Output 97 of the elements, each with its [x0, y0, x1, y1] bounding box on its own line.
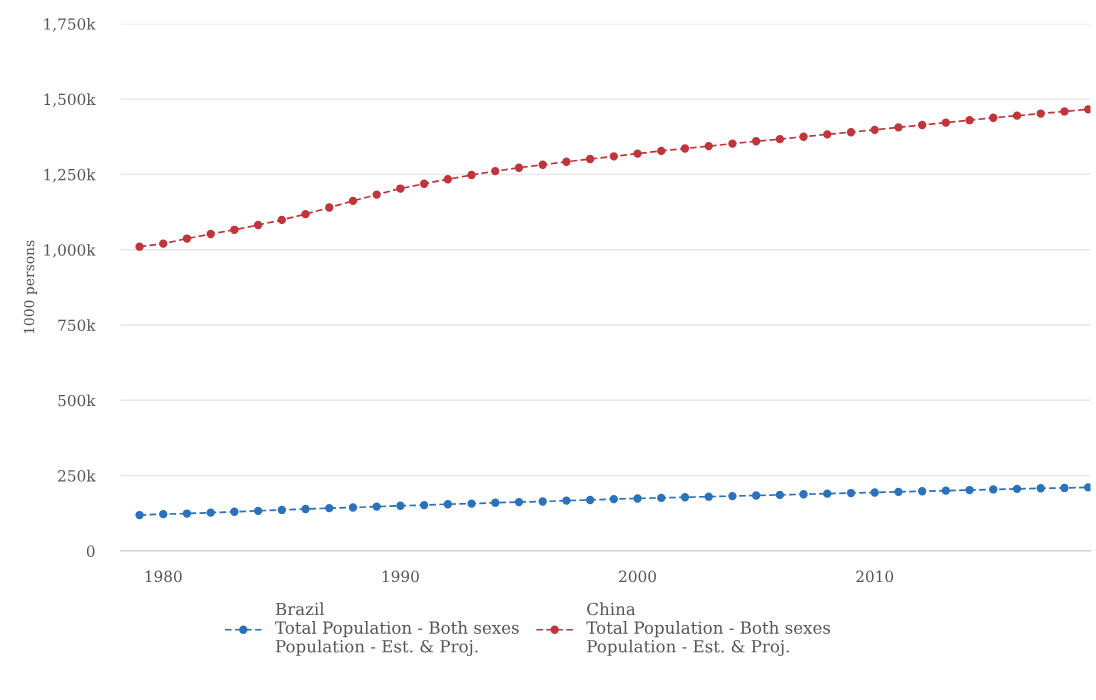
point: [467, 499, 476, 508]
point: [372, 190, 381, 199]
point: [657, 146, 666, 156]
y-tick-label: 1,500k: [44, 93, 96, 107]
point: [609, 152, 619, 161]
point: [1083, 105, 1091, 114]
point: [633, 494, 642, 503]
point: [894, 487, 903, 497]
point: [585, 154, 595, 164]
point: [206, 508, 215, 517]
point: [1012, 484, 1022, 494]
point: [467, 170, 476, 180]
y-tick-label: 500k: [58, 394, 96, 407]
point: [443, 500, 452, 509]
point: [443, 175, 452, 184]
point: [894, 123, 903, 132]
point: [917, 487, 927, 496]
point: [1012, 111, 1022, 120]
point: [1036, 484, 1045, 493]
point: [491, 498, 500, 507]
x-tick-label: 1980: [145, 570, 182, 583]
point: [657, 493, 666, 503]
point: [325, 503, 334, 513]
point: [135, 242, 144, 251]
point: [538, 160, 547, 169]
point: [917, 120, 927, 130]
point: [1083, 483, 1091, 492]
point: [680, 493, 690, 502]
point: [562, 496, 571, 505]
point: [135, 510, 144, 520]
point: [941, 486, 951, 495]
point: [823, 489, 832, 498]
point: [585, 495, 595, 505]
point: [301, 504, 310, 514]
point: [704, 492, 713, 501]
point: [1036, 109, 1045, 118]
legend-label: China Total Population - Both sexes Population - Est. & Proj.: [586, 602, 831, 657]
point: [870, 125, 879, 134]
y-tick-label: 0: [86, 545, 95, 557]
point: [775, 490, 785, 500]
point: [230, 225, 239, 234]
point: [301, 209, 310, 219]
point: [514, 497, 524, 507]
legend-label: Brazil Total Population - Both sexes Population - Est. & Proj.: [275, 602, 519, 657]
point: [633, 149, 642, 158]
point: [704, 141, 713, 151]
point: [870, 488, 879, 497]
point: [989, 485, 998, 494]
point: [941, 118, 951, 127]
point: [562, 157, 571, 166]
point: [775, 134, 785, 144]
point: [348, 503, 358, 512]
point: [182, 234, 192, 243]
point: [206, 229, 215, 239]
y-tick-label: 750k: [58, 319, 96, 332]
point: [159, 509, 168, 519]
point: [728, 139, 737, 148]
y-tick-label: 1,750k: [44, 18, 96, 32]
point: [182, 509, 192, 518]
point: [396, 501, 405, 510]
point: [823, 130, 832, 139]
point: [253, 220, 263, 230]
point: [253, 506, 263, 516]
point: [965, 485, 974, 495]
point: [751, 491, 761, 500]
point: [491, 166, 500, 176]
point: [348, 196, 358, 206]
point: [728, 491, 737, 501]
point: [230, 507, 239, 516]
point: [1060, 107, 1069, 116]
point: [609, 494, 619, 504]
point: [965, 116, 974, 125]
point: [538, 497, 547, 506]
x-tick-label: 2010: [856, 570, 894, 583]
point: [514, 163, 524, 172]
point: [799, 490, 808, 499]
point: [419, 179, 429, 188]
x-tick-label: 2000: [619, 570, 656, 583]
point: [372, 502, 381, 511]
point: [159, 239, 168, 248]
point: [799, 132, 808, 141]
point: [325, 203, 334, 212]
y-tick-label: 1,250k: [44, 168, 96, 183]
point: [277, 505, 286, 515]
point: [680, 144, 690, 153]
y-tick-label: 250k: [58, 469, 96, 482]
x-tick-label: 1990: [382, 570, 419, 583]
point: [846, 488, 856, 498]
point: [396, 184, 405, 193]
point: [989, 113, 998, 122]
point: [277, 215, 286, 225]
point: [846, 128, 856, 137]
y-axis-title: 1000 persons: [23, 240, 38, 334]
y-tick-label: 1,000k: [44, 243, 96, 258]
point: [419, 500, 429, 510]
point: [751, 137, 761, 146]
point: [1060, 483, 1069, 493]
